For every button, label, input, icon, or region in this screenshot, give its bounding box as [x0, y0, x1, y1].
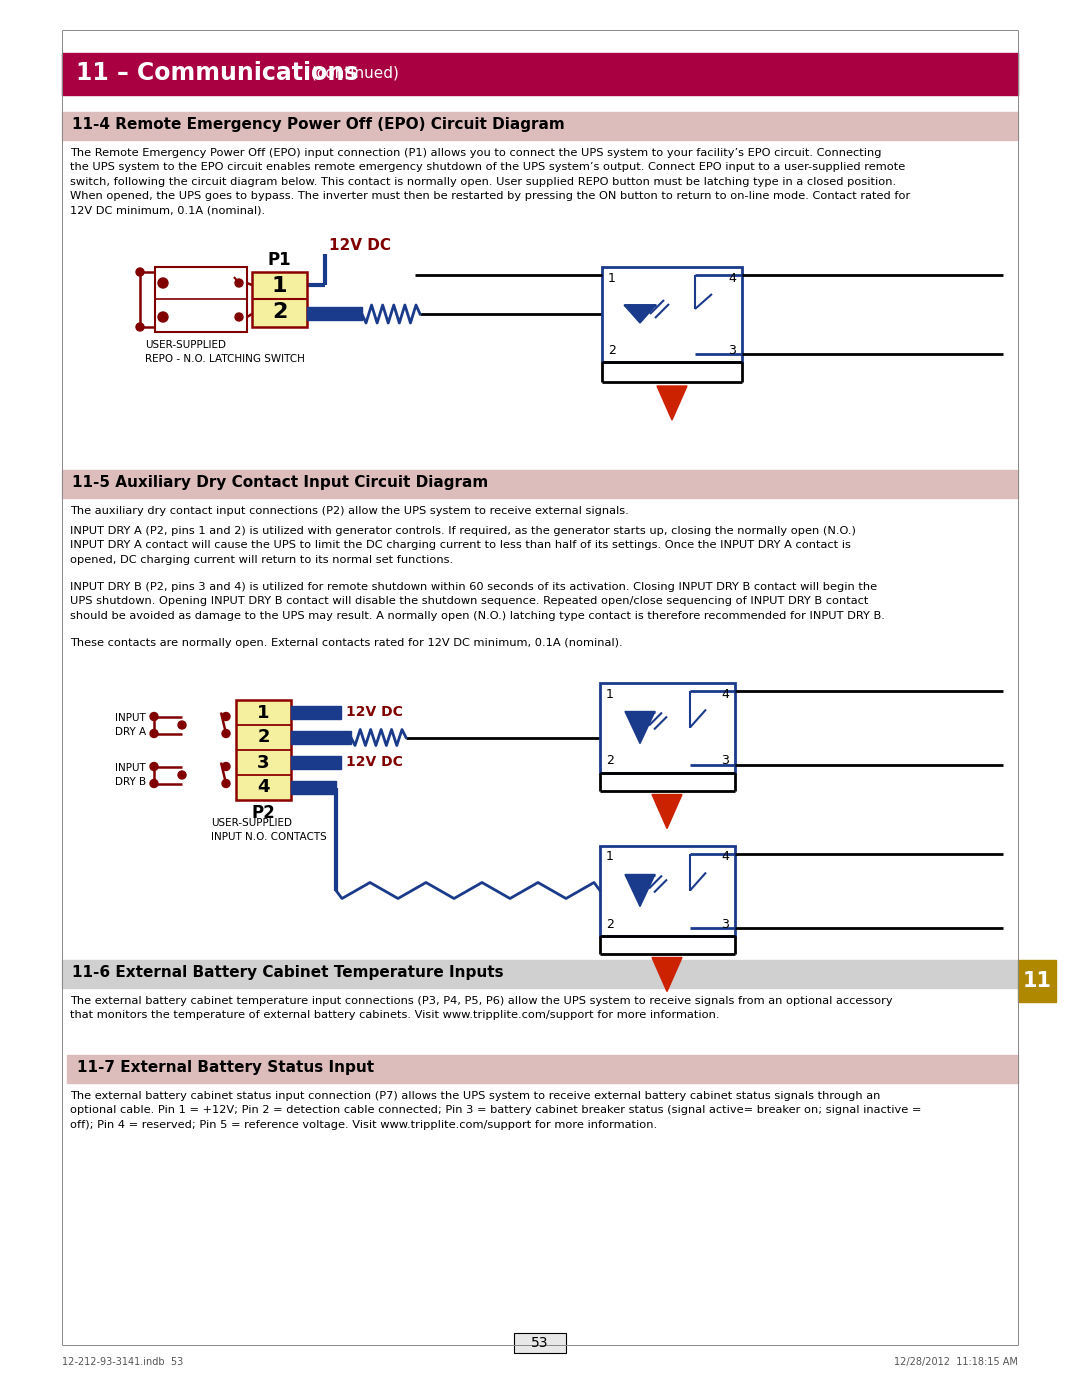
Text: The external battery cabinet temperature input connections (P3, P4, P5, P6) allo: The external battery cabinet temperature…	[70, 996, 893, 1020]
Bar	[600, 683, 735, 772]
Text: P1: P1	[268, 251, 292, 269]
Text: 2: 2	[608, 344, 616, 357]
Text: 2: 2	[606, 917, 613, 931]
Text: 4: 4	[257, 778, 270, 796]
Text: 12-212-93-3141.indb  53: 12-212-93-3141.indb 53	[62, 1356, 184, 1367]
Bar	[514, 1333, 566, 1354]
Bar	[62, 960, 1018, 989]
Text: 12V DC: 12V DC	[346, 705, 403, 720]
Bar	[1018, 960, 1056, 1002]
Bar	[62, 112, 1018, 140]
Text: 12/28/2012  11:18:15 AM: 12/28/2012 11:18:15 AM	[894, 1356, 1018, 1367]
Text: 3: 3	[721, 755, 729, 767]
Polygon shape	[652, 795, 681, 829]
Text: 2: 2	[606, 755, 613, 767]
Text: The Remote Emergency Power Off (EPO) input connection (P1) allows you to connect: The Remote Emergency Power Off (EPO) inp…	[70, 147, 910, 216]
Polygon shape	[652, 957, 681, 991]
Bar	[252, 273, 307, 326]
Text: 1: 1	[272, 275, 287, 296]
Text: 2: 2	[272, 302, 287, 322]
Text: 11-6 External Battery Cabinet Temperature Inputs: 11-6 External Battery Cabinet Temperatur…	[72, 965, 503, 980]
Text: INPUT
DRY A: INPUT DRY A	[114, 713, 146, 737]
Text: 11-7 External Battery Status Input: 11-7 External Battery Status Input	[77, 1060, 374, 1075]
Text: 4: 4	[728, 273, 735, 285]
Text: INPUT
DRY B: INPUT DRY B	[114, 763, 146, 786]
Text: 53: 53	[531, 1336, 549, 1349]
Circle shape	[136, 269, 144, 275]
Text: 1: 1	[257, 704, 270, 722]
Circle shape	[222, 712, 230, 720]
Text: (continued): (continued)	[306, 65, 399, 80]
Circle shape	[158, 313, 168, 322]
Circle shape	[178, 722, 186, 728]
Circle shape	[235, 280, 243, 286]
Text: 3: 3	[257, 753, 270, 771]
Polygon shape	[625, 874, 654, 906]
Text: 2: 2	[257, 728, 270, 746]
Text: 4: 4	[721, 851, 729, 863]
Bar	[291, 781, 336, 793]
Circle shape	[235, 313, 243, 321]
Bar	[156, 267, 247, 332]
Circle shape	[150, 763, 158, 771]
Circle shape	[222, 779, 230, 788]
Text: 1: 1	[606, 687, 613, 701]
Text: 12V DC: 12V DC	[346, 756, 403, 770]
Circle shape	[150, 779, 158, 788]
Text: 3: 3	[728, 344, 735, 357]
Polygon shape	[625, 712, 654, 744]
Bar	[62, 52, 1018, 95]
Circle shape	[150, 730, 158, 738]
Text: 12V DC: 12V DC	[329, 238, 391, 253]
Bar	[600, 845, 735, 935]
Bar	[62, 470, 1018, 498]
Bar	[237, 700, 291, 800]
Circle shape	[178, 771, 186, 779]
Polygon shape	[657, 386, 687, 420]
Text: 4: 4	[721, 687, 729, 701]
Text: The auxiliary dry contact input connections (P2) allow the UPS system to receive: The auxiliary dry contact input connecti…	[70, 505, 629, 516]
Circle shape	[222, 763, 230, 771]
Text: INPUT DRY A (P2, pins 1 and 2) is utilized with generator controls. If required,: INPUT DRY A (P2, pins 1 and 2) is utiliz…	[70, 526, 855, 565]
Text: USER-SUPPLIED
INPUT N.O. CONTACTS: USER-SUPPLIED INPUT N.O. CONTACTS	[211, 818, 327, 841]
Text: The external battery cabinet status input connection (P7) allows the UPS system : The external battery cabinet status inpu…	[70, 1091, 921, 1129]
Bar	[602, 267, 742, 362]
Bar	[291, 731, 351, 744]
Polygon shape	[624, 304, 656, 324]
Text: 11-4 Remote Emergency Power Off (EPO) Circuit Diagram: 11-4 Remote Emergency Power Off (EPO) Ci…	[72, 117, 565, 132]
Text: 11-5 Auxiliary Dry Contact Input Circuit Diagram: 11-5 Auxiliary Dry Contact Input Circuit…	[72, 475, 488, 490]
Bar	[291, 705, 341, 719]
Circle shape	[150, 712, 158, 720]
Text: INPUT DRY B (P2, pins 3 and 4) is utilized for remote shutdown within 60 seconds: INPUT DRY B (P2, pins 3 and 4) is utiliz…	[70, 582, 885, 621]
Text: 11 – Communications: 11 – Communications	[76, 61, 359, 85]
Circle shape	[222, 730, 230, 738]
Text: 1: 1	[606, 851, 613, 863]
Bar	[67, 1055, 1018, 1082]
Text: 1: 1	[608, 273, 616, 285]
Bar	[307, 307, 362, 319]
Text: P2: P2	[252, 804, 275, 822]
Text: 3: 3	[721, 917, 729, 931]
Circle shape	[136, 324, 144, 330]
Bar	[291, 756, 341, 768]
Text: 11: 11	[1023, 971, 1052, 991]
Text: These contacts are normally open. External contacts rated for 12V DC minimum, 0.: These contacts are normally open. Extern…	[70, 638, 623, 649]
Circle shape	[158, 278, 168, 288]
Text: USER-SUPPLIED
REPO - N.O. LATCHING SWITCH: USER-SUPPLIED REPO - N.O. LATCHING SWITC…	[145, 340, 305, 364]
